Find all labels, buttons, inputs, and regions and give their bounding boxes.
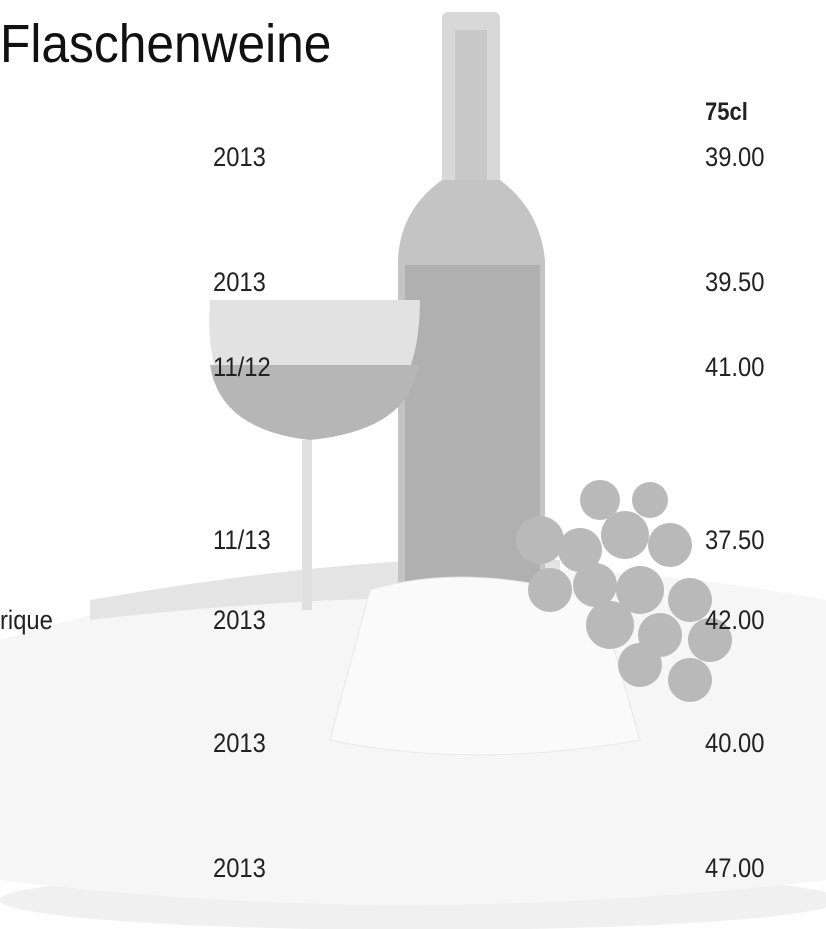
- price: 37.50: [705, 525, 765, 555]
- vintage: 2013: [213, 142, 266, 172]
- vintage: 2013: [213, 853, 266, 883]
- vintage: 2013: [213, 728, 266, 758]
- price: 40.00: [705, 728, 765, 758]
- vintage: 2013: [213, 267, 266, 297]
- price: 41.00: [705, 352, 765, 382]
- price: 47.00: [705, 853, 765, 883]
- price: 39.50: [705, 267, 765, 297]
- wine-name: rique: [0, 605, 53, 635]
- vintage: 2013: [213, 605, 266, 635]
- vintage: 11/13: [213, 525, 271, 555]
- size-label: 75cl: [705, 98, 748, 126]
- title: Flaschenweine: [0, 14, 332, 74]
- price: 39.00: [705, 142, 765, 172]
- vintage: 11/12: [213, 352, 271, 382]
- price: 42.00: [705, 605, 765, 635]
